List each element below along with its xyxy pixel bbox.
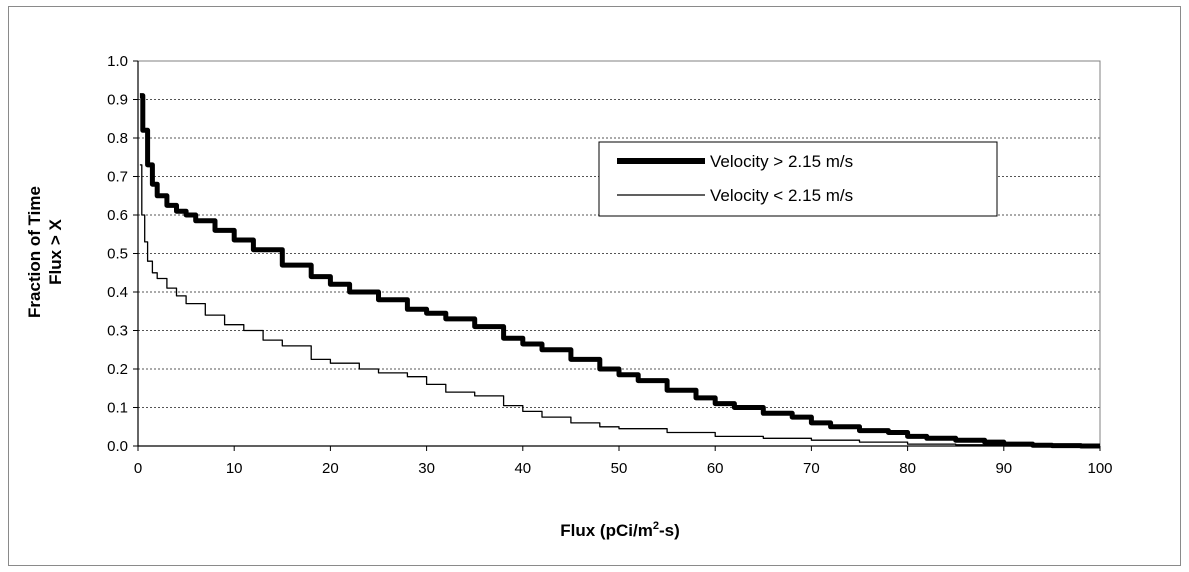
x-axis-title-tail: -s) <box>659 521 680 540</box>
x-axis-title-main: Flux (pCi/m <box>560 521 653 540</box>
series-line-velocity-above <box>139 93 1100 449</box>
y-tick-label: 0.5 <box>107 246 128 263</box>
tick-labels: 0.0 0.1 0.2 0.3 0.4 0.5 0.6 0.7 0.8 0.9 1.0 0 10 20 30… <box>107 53 1112 477</box>
y-axis-title: Fraction of Time <box>25 186 44 318</box>
x-tick-label: 40 <box>514 460 531 477</box>
x-axis-title-sup: 2 <box>653 520 659 532</box>
x-tick-label: 100 <box>1087 460 1112 477</box>
x-tick-label: 60 <box>707 460 724 477</box>
x-tick-label: 80 <box>899 460 916 477</box>
y-tick-label: 0.3 <box>107 323 128 340</box>
x-tick-label: 30 <box>418 460 435 477</box>
y-tick-label: 0.7 <box>107 169 128 186</box>
x-tick-label: 0 <box>134 460 142 477</box>
y-axis-title-line2: Flux > X <box>46 219 65 285</box>
y-axis-title-2: Flux > X <box>46 219 65 285</box>
y-tick-label: 0.0 <box>107 438 128 455</box>
y-tick-label: 0.9 <box>107 92 128 109</box>
legend: Velocity > 2.15 m/s Velocity < 2.15 m/s <box>598 141 998 217</box>
y-tick-label: 1.0 <box>107 53 128 70</box>
y-tick-label: 0.8 <box>107 130 128 147</box>
x-tick-label: 90 <box>995 460 1012 477</box>
x-tick-label: 70 <box>803 460 820 477</box>
y-tick-label: 0.6 <box>107 207 128 224</box>
legend-label-slow: Velocity < 2.15 m/s <box>710 186 853 205</box>
legend-box <box>598 141 998 217</box>
series-line-velocity-below <box>139 164 1100 447</box>
series <box>139 93 1100 449</box>
x-tick-label: 20 <box>322 460 339 477</box>
y-tick-label: 0.4 <box>107 284 128 301</box>
x-axis-title: Flux (pCi/m2-s) <box>560 520 679 540</box>
y-axis-title-line1: Fraction of Time <box>25 186 44 318</box>
axes <box>133 60 1101 451</box>
legend-label-fast: Velocity > 2.15 m/s <box>710 152 853 171</box>
x-tick-label: 10 <box>226 460 243 477</box>
y-tick-label: 0.2 <box>107 361 128 378</box>
x-tick-label: 50 <box>611 460 628 477</box>
y-tick-label: 0.1 <box>107 400 128 417</box>
